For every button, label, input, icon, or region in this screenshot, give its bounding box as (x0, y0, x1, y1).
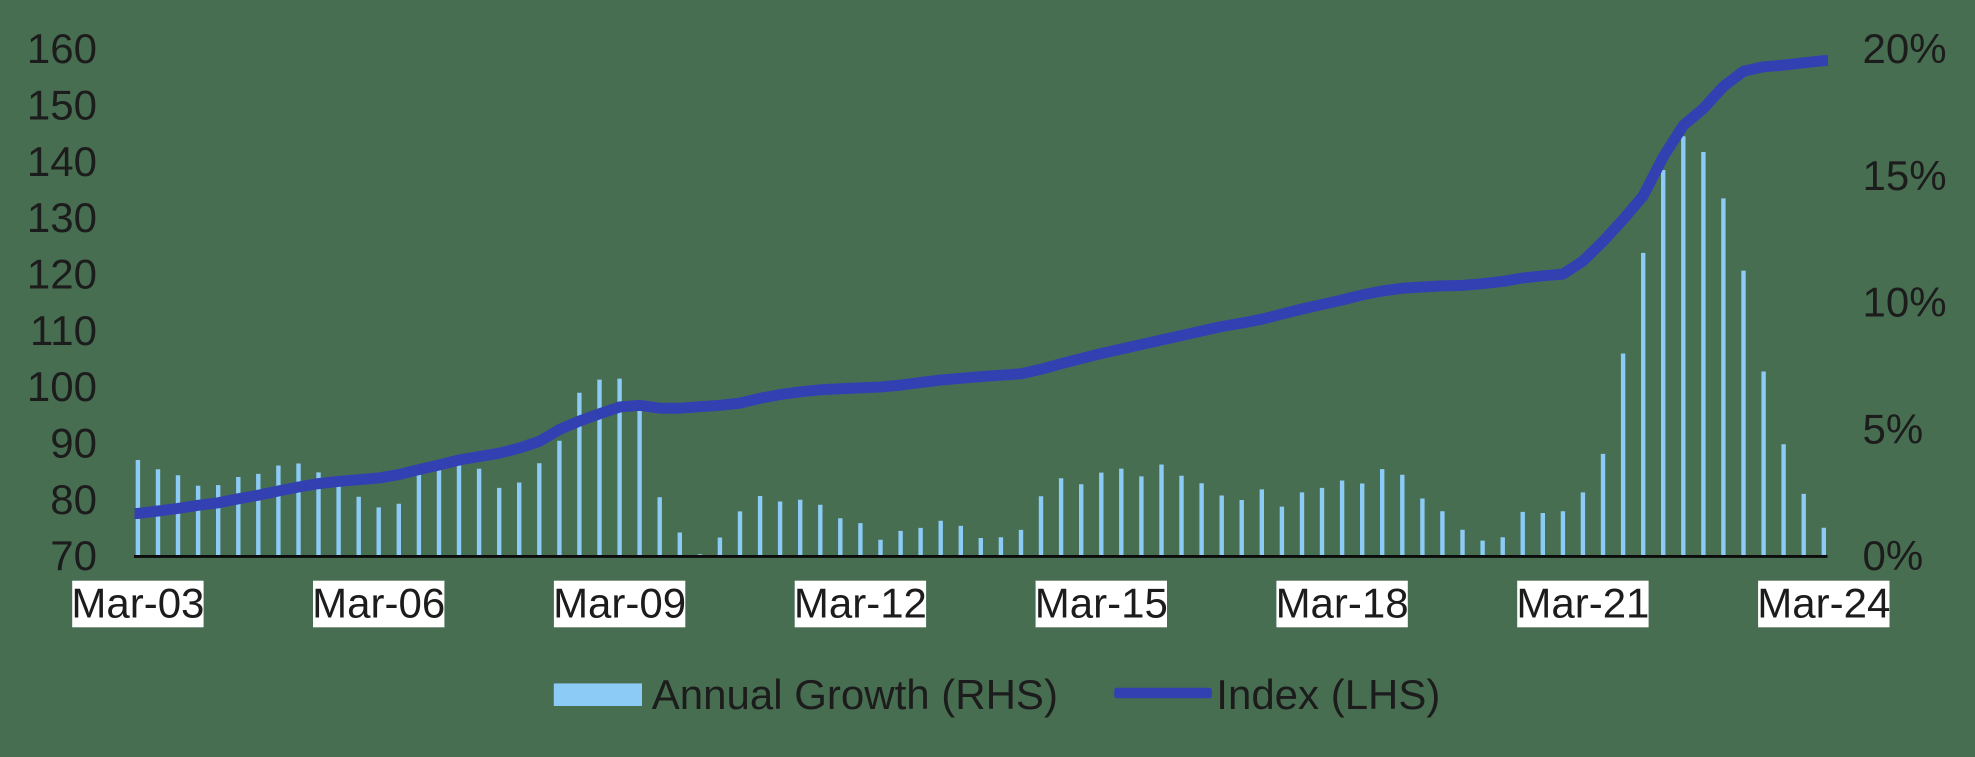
svg-text:Mar-15: Mar-15 (1035, 579, 1168, 626)
svg-text:140: 140 (27, 138, 97, 185)
svg-text:80: 80 (50, 476, 97, 523)
svg-text:Mar-06: Mar-06 (312, 579, 445, 626)
svg-text:Mar-21: Mar-21 (1516, 579, 1649, 626)
svg-text:150: 150 (27, 82, 97, 129)
svg-text:5%: 5% (1863, 405, 1924, 452)
svg-text:110: 110 (30, 307, 97, 354)
svg-text:Mar-03: Mar-03 (71, 579, 204, 626)
svg-text:120: 120 (27, 251, 97, 298)
svg-text:100: 100 (27, 363, 97, 410)
svg-text:70: 70 (50, 532, 97, 579)
svg-text:20%: 20% (1863, 25, 1947, 72)
svg-text:Mar-24: Mar-24 (1757, 579, 1890, 626)
svg-text:Mar-09: Mar-09 (553, 579, 686, 626)
svg-text:10%: 10% (1863, 279, 1947, 326)
svg-text:Mar-12: Mar-12 (794, 579, 927, 626)
svg-text:130: 130 (27, 194, 97, 241)
svg-text:Index (LHS): Index (LHS) (1216, 671, 1440, 718)
svg-text:160: 160 (27, 25, 97, 72)
svg-text:Mar-18: Mar-18 (1276, 579, 1409, 626)
svg-text:15%: 15% (1863, 152, 1947, 199)
svg-text:0%: 0% (1863, 532, 1924, 579)
svg-text:90: 90 (50, 420, 97, 467)
svg-text:Annual Growth (RHS): Annual Growth (RHS) (652, 671, 1058, 718)
